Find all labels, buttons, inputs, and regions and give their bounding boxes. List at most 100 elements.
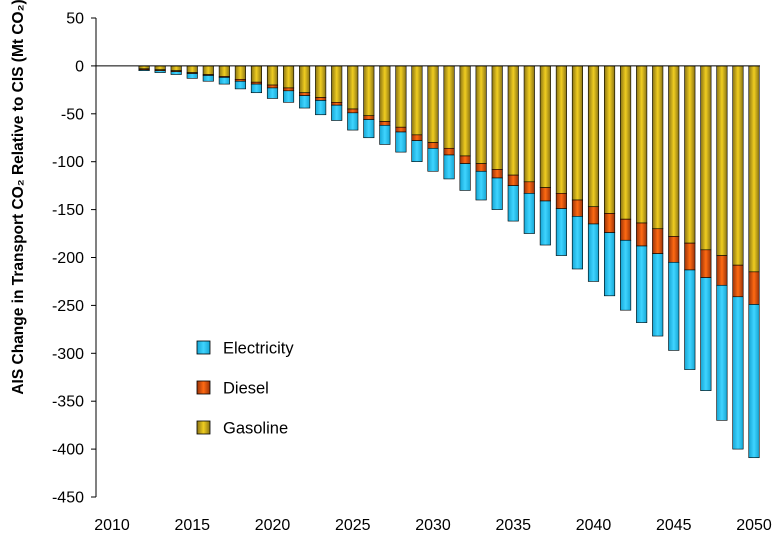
bar-gasoline — [475, 65, 487, 164]
x-tick-label: 2025 — [335, 517, 371, 534]
bar-gasoline — [299, 65, 311, 94]
bar-gasoline — [379, 65, 391, 122]
bar-gasoline — [668, 65, 680, 237]
bar-electricity — [443, 154, 455, 180]
bar-gasoline — [459, 65, 471, 157]
bar-gasoline — [347, 65, 359, 110]
bar-gasoline — [331, 65, 343, 103]
bar-electricity — [539, 200, 551, 246]
bar-electricity — [411, 140, 423, 162]
bar-electricity — [587, 223, 600, 282]
bar-electricity — [395, 131, 407, 153]
legend-swatch-gasoline — [196, 420, 211, 435]
bar-diesel — [459, 155, 471, 164]
bar-electricity — [170, 71, 182, 75]
bar-gasoline — [218, 65, 230, 77]
bar-gasoline — [716, 65, 728, 256]
y-tick-label: -400 — [52, 442, 84, 459]
bar-electricity — [363, 119, 375, 139]
bar-gasoline — [748, 65, 760, 273]
bar-electricity — [523, 193, 535, 234]
bar-electricity — [732, 296, 744, 450]
bar-diesel — [652, 228, 664, 254]
bar-gasoline — [186, 65, 198, 73]
bar-electricity — [716, 284, 728, 421]
bar-electricity — [652, 253, 664, 337]
legend-label-diesel: Diesel — [223, 380, 269, 398]
bar-diesel — [347, 108, 359, 114]
bar-diesel — [491, 169, 503, 179]
legend-label-electricity: Electricity — [223, 340, 294, 358]
bar-gasoline — [636, 65, 648, 224]
bar-diesel — [411, 134, 423, 141]
bar-electricity — [475, 170, 487, 201]
bar-electricity — [186, 73, 198, 79]
y-tick-label: 50 — [66, 11, 84, 28]
bar-diesel — [636, 222, 648, 247]
legend-swatch-diesel — [196, 380, 211, 395]
bar-diesel — [427, 142, 439, 149]
bar-diesel — [315, 97, 327, 101]
bar-gasoline — [571, 65, 584, 201]
y-tick-label: -100 — [52, 154, 84, 171]
bar-diesel — [379, 121, 391, 126]
bar-diesel — [475, 163, 487, 172]
bar-electricity — [331, 104, 343, 121]
x-tick-label: 2040 — [576, 517, 612, 534]
x-tick-label: 2050 — [736, 517, 772, 534]
bar-diesel — [523, 181, 535, 194]
bar-diesel — [603, 213, 616, 233]
bar-gasoline — [363, 65, 375, 117]
y-tick-label: 0 — [75, 58, 84, 75]
x-tick-label: 2030 — [415, 517, 451, 534]
bar-gasoline — [282, 65, 295, 89]
bar-electricity — [603, 232, 616, 297]
legend-label-gasoline: Gasoline — [223, 420, 288, 438]
bar-gasoline — [411, 65, 423, 136]
y-tick-label: -200 — [52, 250, 84, 267]
bar-electricity — [202, 75, 214, 82]
bar-diesel — [266, 84, 279, 89]
x-tick-label: 2015 — [174, 517, 210, 534]
bar-gasoline — [652, 65, 664, 230]
bar-diesel — [331, 102, 343, 106]
legend: Electricity Diesel Gasoline — [196, 340, 294, 438]
bar-electricity — [299, 95, 311, 109]
bar-gasoline — [491, 65, 503, 170]
bar-electricity — [620, 239, 632, 311]
bar-diesel — [539, 187, 551, 202]
bar-electricity — [555, 208, 567, 256]
bar-gasoline — [620, 65, 632, 220]
bar-diesel — [700, 249, 712, 278]
bar-electricity — [138, 69, 150, 71]
y-axis-title: AIS Change in Transport CO₂ Relative to … — [10, 0, 27, 395]
bar-diesel — [363, 115, 375, 120]
bar-diesel — [748, 271, 760, 305]
bar-gasoline — [507, 65, 519, 176]
bar-electricity — [347, 112, 359, 131]
y-tick-label: -150 — [52, 202, 84, 219]
bar-electricity — [266, 87, 279, 99]
x-tick-label: 2020 — [255, 517, 291, 534]
bar-electricity — [748, 304, 760, 459]
bar-diesel — [395, 126, 407, 133]
y-tick-label: -300 — [52, 346, 84, 363]
bar-electricity — [507, 185, 519, 222]
bar-diesel — [716, 255, 728, 286]
bar-diesel — [732, 264, 744, 298]
bar-electricity — [459, 163, 471, 191]
bar-gasoline — [587, 65, 600, 208]
bar-gasoline — [523, 65, 535, 183]
bar-gasoline — [170, 65, 182, 71]
bar-electricity — [234, 80, 246, 90]
bar-diesel — [299, 92, 311, 96]
bar-gasoline — [555, 65, 567, 194]
bar-diesel — [282, 87, 295, 92]
y-tick-label: -450 — [52, 490, 84, 507]
y-tick-label: -250 — [52, 298, 84, 315]
bar-gasoline — [700, 65, 712, 251]
bar-gasoline — [539, 65, 551, 188]
bar-gasoline — [603, 65, 616, 214]
bar-electricity — [154, 70, 166, 73]
